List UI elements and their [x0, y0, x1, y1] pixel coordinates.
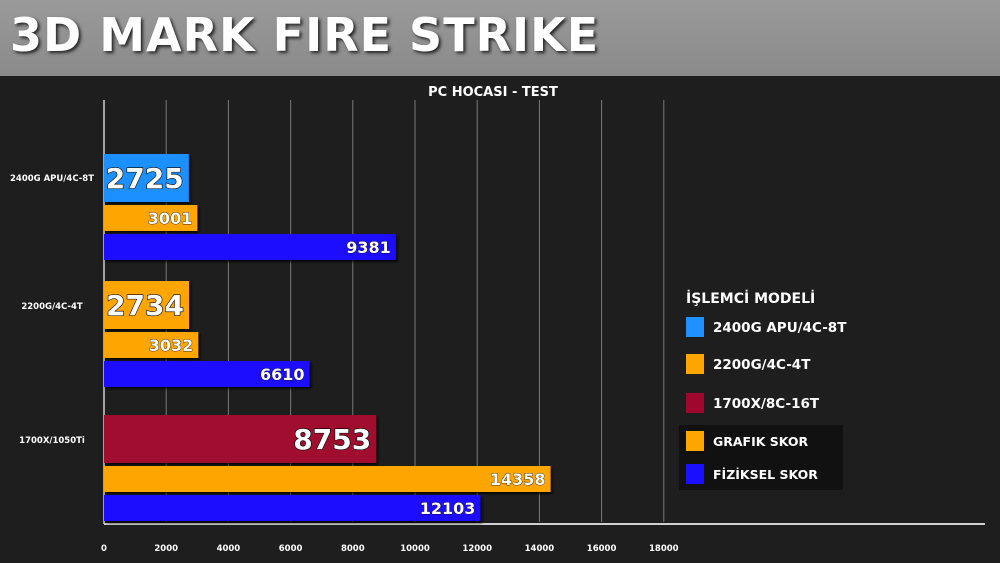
bar	[104, 466, 551, 492]
x-tick-label: 8000	[341, 544, 365, 554]
legend-label: 2200G/4C-4T	[713, 357, 811, 373]
bars-group: 2725 3001 9381 2734 3032 6610 8753 14358 12103	[104, 154, 551, 521]
x-tick-label: 10000	[400, 544, 430, 554]
bar-value-label: 12103	[420, 499, 476, 518]
legend: İŞLEMCİ MODELİ 2400G APU/4C-8T 2200G/4C-4T…	[686, 290, 847, 484]
category-labels: 2400G APU/4C-8T 2200G/4C-4T 1700X/1050Ti	[10, 174, 94, 446]
legend-swatch	[686, 354, 704, 374]
category-label: 1700X/1050Ti	[19, 436, 85, 446]
x-tick-label: 12000	[462, 544, 492, 554]
x-tick-label: 4000	[217, 544, 241, 554]
bar	[104, 332, 199, 358]
bar-value-label: 6610	[260, 365, 305, 384]
x-tick-label: 6000	[279, 544, 303, 554]
bar-value-label: 2725	[106, 162, 184, 195]
legend-title: İŞLEMCİ MODELİ	[686, 290, 815, 307]
legend-swatch	[686, 431, 704, 451]
bar	[104, 495, 481, 521]
x-tick-labels: 0 2000 4000 6000 8000 10000 12000 14000 16000 180…	[101, 544, 679, 554]
legend-label: 1700X/8C-16T	[713, 396, 820, 412]
legend-label: 2400G APU/4C-8T	[713, 320, 847, 336]
page-title: 3D MARK FIRE STRIKE	[10, 8, 600, 62]
bar-value-label: 2734	[106, 289, 184, 322]
legend-swatch	[686, 317, 704, 337]
chart-title: PC HOCASI - TEST	[428, 85, 558, 100]
bar-value-label: 14358	[490, 470, 546, 489]
x-tick-label: 18000	[649, 544, 679, 554]
legend-swatch	[686, 393, 704, 413]
bar	[104, 205, 198, 231]
legend-label: GRAFIK SKOR	[713, 434, 809, 449]
legend-swatch	[686, 464, 704, 484]
bar	[104, 361, 310, 387]
bar-value-label: 3001	[148, 209, 193, 228]
x-tick-label: 0	[101, 544, 107, 554]
bar-value-label: 8753	[293, 423, 371, 456]
category-label: 2200G/4C-4T	[21, 302, 83, 312]
legend-score-box	[679, 425, 843, 490]
bar	[104, 154, 189, 202]
legend-label: FİZİKSEL SKOR	[713, 467, 818, 482]
x-tick-label: 2000	[154, 544, 178, 554]
bar	[104, 234, 396, 260]
bar	[104, 415, 377, 463]
title-banner: 3D MARK FIRE STRIKE	[0, 0, 1000, 76]
bar	[104, 281, 190, 329]
bar-value-label: 9381	[346, 238, 391, 257]
x-tick-label: 16000	[587, 544, 617, 554]
category-label: 2400G APU/4C-8T	[10, 174, 94, 184]
bar-value-label: 3032	[149, 336, 194, 355]
x-tick-label: 14000	[525, 544, 555, 554]
